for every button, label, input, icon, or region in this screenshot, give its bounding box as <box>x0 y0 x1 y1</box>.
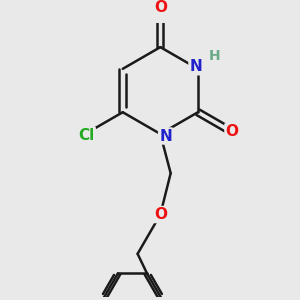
Text: N: N <box>190 59 202 74</box>
Text: O: O <box>225 124 239 140</box>
Text: O: O <box>154 0 167 15</box>
Text: N: N <box>159 128 172 143</box>
Text: H: H <box>208 50 220 63</box>
Text: O: O <box>154 207 167 222</box>
Text: Cl: Cl <box>79 128 95 143</box>
